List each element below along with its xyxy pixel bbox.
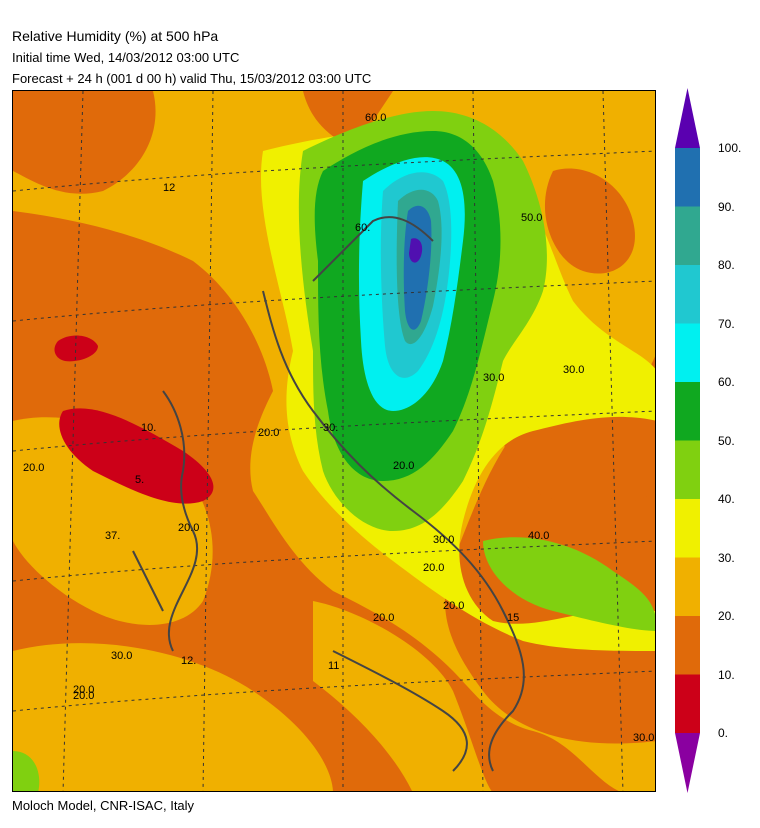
footer-credit: Moloch Model, CNR-ISAC, Italy [12,798,195,813]
contour-label: 20.0 [423,562,444,574]
forecast-validity: Forecast + 24 h (001 d 00 h) valid Thu, … [12,71,372,86]
colorbar [675,88,700,793]
colorbar-segment [675,616,700,675]
colorbar-segment [675,265,700,324]
field-10-20-northwest [13,91,156,194]
contour-label: 40.0 [528,530,549,542]
contour-label: 20.0 [73,684,94,696]
colorbar-tick-label: 70. [718,316,735,331]
contour-label: 30. [323,422,338,434]
colorbar-tick-label: 30. [718,550,735,565]
contour-label: 50.0 [521,212,542,224]
field-0-10-b [54,335,98,362]
field-max [409,238,423,263]
colorbar-segment [675,148,700,207]
contour-label: 20.0 [258,427,279,439]
colorbar-tick-label: 40. [718,492,735,506]
colorbar-tick-label: 0. [718,726,729,740]
colorbar-tick-label: 60. [718,375,735,389]
contour-label: 11 [328,660,339,672]
colorbar-segment [675,440,700,499]
colorbar-segment [675,557,700,616]
contour-label: 20.0 [73,690,94,702]
graticule [13,91,655,791]
colorbar-tick-label: 20. [718,609,735,623]
contour-labels: 12 10. 5. 37. 20.0 20.0 20.0 20.0 20.0 2… [23,112,654,744]
field-20-30-south [13,643,333,791]
colorbar-tick-label: 100. [718,141,742,155]
field-40-50-southeast [483,537,655,631]
contour-label: 20.0 [178,522,199,534]
colorbar-segment [675,206,700,265]
contour-label: 30.0 [563,364,584,376]
humidity-map: 12 10. 5. 37. 20.0 20.0 20.0 20.0 20.0 2… [12,90,656,792]
colorbar-segment [675,382,700,441]
colorbar-tick-label: 10. [718,667,735,682]
contour-label: 30.0 [633,732,654,744]
contour-label: 37. [105,530,120,542]
contour-label: 20.0 [443,600,464,612]
contour-label: 30.0 [433,534,454,546]
map-svg: 12 10. 5. 37. 20.0 20.0 20.0 20.0 20.0 2… [13,91,655,791]
contour-label: 30.0 [483,372,504,384]
colorbar-tick-label: 90. [718,199,735,214]
colorbar-segment [675,323,700,382]
contour-label: 20.0 [393,460,414,472]
contour-label: 20.0 [23,462,44,474]
coastlines [132,216,525,772]
contour-label: 15 [507,612,519,624]
colorbar-over-triangle [675,88,700,148]
colorbar-segment [675,499,700,558]
initial-time: Initial time Wed, 14/03/2012 03:00 UTC [12,50,240,65]
contour-label: 60. [355,222,370,234]
contour-label: 10. [141,422,156,434]
field-90-100 [403,205,432,330]
field-40-50-southwest [13,751,40,791]
map-title: Relative Humidity (%) at 500 hPa [12,28,219,44]
contour-label: 60.0 [365,112,386,124]
colorbar-segment [675,674,700,733]
contour-label: 5. [135,474,144,486]
colorbar-tick-label: 80. [718,258,735,272]
contour-label: 12. [181,655,196,667]
colorbar-tick-label: 50. [718,433,735,448]
contour-label: 20.0 [373,612,394,624]
field-10-20-northeast [544,168,635,274]
colorbar-under-triangle [675,733,700,793]
contour-label: 30.0 [111,650,132,662]
field-0-10-a [59,408,214,504]
contour-label: 12 [163,182,175,194]
field-20-30-southeast [313,601,492,791]
